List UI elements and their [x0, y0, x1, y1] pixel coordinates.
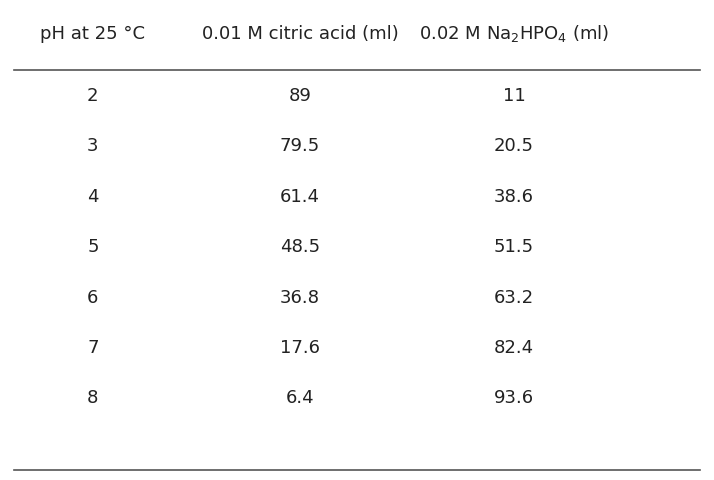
Text: 0.01 M citric acid (ml): 0.01 M citric acid (ml): [201, 24, 398, 43]
Text: 5: 5: [87, 238, 99, 256]
Text: 6.4: 6.4: [286, 389, 314, 408]
Text: 20.5: 20.5: [494, 137, 534, 156]
Text: 3: 3: [87, 137, 99, 156]
Text: pH at 25 °C: pH at 25 °C: [40, 24, 146, 43]
Text: 2: 2: [87, 87, 99, 105]
Text: 11: 11: [503, 87, 526, 105]
Text: 48.5: 48.5: [280, 238, 320, 256]
Text: 7: 7: [87, 339, 99, 357]
Text: 38.6: 38.6: [494, 188, 534, 206]
Text: 8: 8: [87, 389, 99, 408]
Text: 6: 6: [87, 288, 99, 307]
Text: 0.02 M Na$_2$HPO$_4$ (ml): 0.02 M Na$_2$HPO$_4$ (ml): [419, 23, 609, 44]
Text: 17.6: 17.6: [280, 339, 320, 357]
Text: 63.2: 63.2: [494, 288, 534, 307]
Text: 36.8: 36.8: [280, 288, 320, 307]
Text: 61.4: 61.4: [280, 188, 320, 206]
Text: 93.6: 93.6: [494, 389, 534, 408]
Text: 82.4: 82.4: [494, 339, 534, 357]
Text: 89: 89: [288, 87, 311, 105]
Text: 79.5: 79.5: [280, 137, 320, 156]
Text: 4: 4: [87, 188, 99, 206]
Text: 51.5: 51.5: [494, 238, 534, 256]
